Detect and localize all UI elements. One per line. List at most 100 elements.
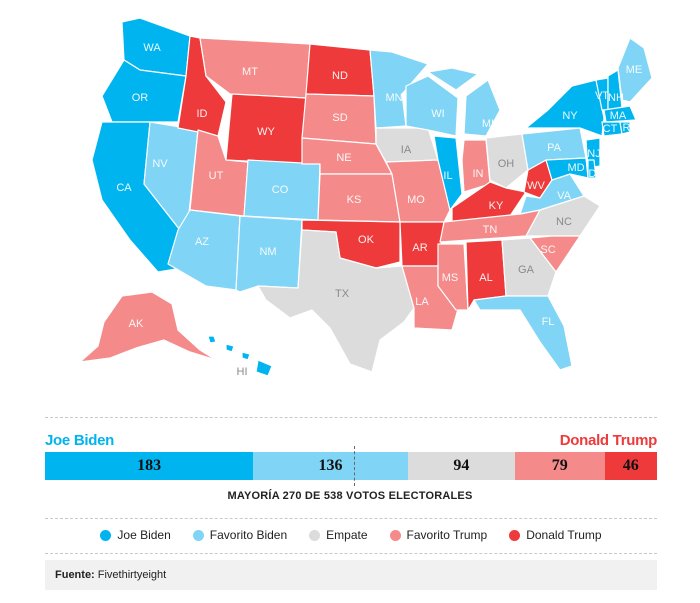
legend-item-trump: Donald Trump xyxy=(509,528,602,542)
majority-text: MAYORÍA 270 DE 538 VOTOS ELECTORALES xyxy=(227,490,473,502)
state-mn[interactable] xyxy=(369,49,429,129)
label-oh: OH xyxy=(498,158,515,170)
state-me[interactable] xyxy=(617,37,653,103)
seg-trump-value: 46 xyxy=(622,457,639,474)
legend-dot-biden xyxy=(100,529,112,541)
label-de: DE xyxy=(588,168,603,180)
legend-dot-favorito-biden xyxy=(192,529,204,541)
state-de[interactable] xyxy=(587,159,597,179)
label-wi: WI xyxy=(431,108,444,120)
label-fl: FL xyxy=(542,316,555,328)
label-nv: NV xyxy=(152,158,168,170)
state-mi[interactable] xyxy=(427,67,501,137)
legend-item-biden: Joe Biden xyxy=(100,528,171,542)
label-ks: KS xyxy=(347,194,362,206)
label-nd: ND xyxy=(332,70,348,82)
state-va[interactable] xyxy=(519,173,585,215)
legend-item-empate: Empate xyxy=(309,528,368,542)
label-ga: GA xyxy=(518,264,535,276)
label-mi: MI xyxy=(482,118,494,130)
majority-marker xyxy=(354,446,355,486)
label-va: VA xyxy=(557,190,572,202)
state-hi[interactable] xyxy=(207,335,273,377)
label-ny: NY xyxy=(562,110,578,122)
label-al: AL xyxy=(479,272,492,284)
state-ga[interactable] xyxy=(501,237,557,297)
label-sd: SD xyxy=(332,112,347,124)
label-or: OR xyxy=(132,92,149,104)
trump-label: Donald Trump xyxy=(559,432,658,449)
label-co: CO xyxy=(272,184,289,196)
legend-dot-trump xyxy=(509,529,521,541)
label-id: ID xyxy=(197,108,208,120)
state-ri[interactable] xyxy=(619,121,631,135)
legend-divider-bottom xyxy=(45,553,657,554)
label-sc: SC xyxy=(540,244,555,256)
label-la: LA xyxy=(415,296,429,308)
label-il: IL xyxy=(443,170,452,182)
seg-favorito-biden-value: 136 xyxy=(318,457,343,474)
label-in: IN xyxy=(473,168,484,180)
legend-item-favorito-biden: Favorito Biden xyxy=(192,528,288,542)
state-or[interactable] xyxy=(101,59,187,123)
label-ri: RI xyxy=(623,122,634,134)
state-wi[interactable] xyxy=(405,75,459,137)
label-nh: NH xyxy=(608,92,624,104)
label-hi: HI xyxy=(237,366,248,378)
label-ia: IA xyxy=(401,144,412,156)
us-electoral-map: WA OR CA NV ID MT WY UT CO AZ NM ND SD N… xyxy=(79,17,653,378)
label-ms: MS xyxy=(442,272,459,284)
legend-label-favorito-biden: Favorito Biden xyxy=(209,528,288,542)
label-mo: MO xyxy=(407,194,425,206)
state-md[interactable] xyxy=(545,157,589,181)
state-fl[interactable] xyxy=(473,295,573,371)
label-tn: TN xyxy=(483,224,498,236)
seg-biden: 183 xyxy=(45,452,254,480)
state-ny[interactable] xyxy=(525,79,605,137)
label-ca: CA xyxy=(116,182,132,194)
state-ak[interactable] xyxy=(79,291,217,363)
seg-favorito-trump: 79 xyxy=(514,452,605,480)
state-oh[interactable] xyxy=(485,133,529,189)
seg-trump: 46 xyxy=(604,452,657,480)
label-wv: WV xyxy=(527,180,545,192)
label-ky: KY xyxy=(489,200,504,212)
state-in[interactable] xyxy=(461,139,491,193)
label-mt: MT xyxy=(242,66,258,78)
legend-label-empate: Empate xyxy=(326,528,368,542)
legend-label-favorito-trump: Favorito Trump xyxy=(406,528,488,542)
label-tx: TX xyxy=(335,288,350,300)
label-nm: NM xyxy=(259,246,276,258)
seg-empate: 94 xyxy=(407,452,515,480)
label-vt: VT xyxy=(595,90,609,102)
seg-biden-value: 183 xyxy=(137,457,162,474)
state-tx[interactable] xyxy=(257,229,415,373)
biden-label: Joe Biden xyxy=(45,432,114,449)
legend-label-biden: Joe Biden xyxy=(117,528,171,542)
label-ak: AK xyxy=(129,318,144,330)
legend-label-trump: Donald Trump xyxy=(526,528,602,542)
label-wy: WY xyxy=(257,126,275,138)
seg-favorito-biden: 136 xyxy=(253,452,408,480)
state-ms[interactable] xyxy=(437,243,469,311)
state-il[interactable] xyxy=(433,135,463,211)
legend-divider-top xyxy=(45,518,657,519)
seg-empate-value: 94 xyxy=(453,457,470,474)
label-me: ME xyxy=(626,64,643,76)
source-value: Fivethirtyeight xyxy=(97,569,167,581)
source-note: Fuente: Fivethirtyeight xyxy=(45,560,657,590)
label-az: AZ xyxy=(195,236,209,248)
label-ok: OK xyxy=(358,234,375,246)
state-ma[interactable] xyxy=(603,105,637,123)
electoral-vote-bar: 183 136 94 79 46 xyxy=(45,452,657,480)
legend-dot-favorito-trump xyxy=(389,529,401,541)
seg-favorito-trump-value: 79 xyxy=(551,457,568,474)
label-mn: MN xyxy=(385,92,402,104)
label-ma: MA xyxy=(610,110,627,122)
label-ct: CT xyxy=(603,123,618,135)
top-divider xyxy=(45,417,657,418)
source-label: Fuente: xyxy=(55,569,95,581)
label-nc: NC xyxy=(556,216,572,228)
label-pa: PA xyxy=(547,142,562,154)
legend-dot-empate xyxy=(309,529,321,541)
